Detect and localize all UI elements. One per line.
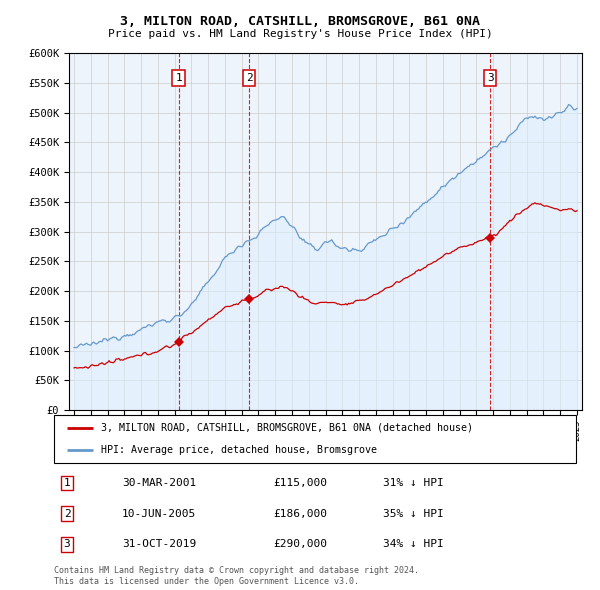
Text: Contains HM Land Registry data © Crown copyright and database right 2024.: Contains HM Land Registry data © Crown c… [54, 566, 419, 575]
Text: 1: 1 [64, 478, 70, 488]
Text: 31-OCT-2019: 31-OCT-2019 [122, 539, 196, 549]
Text: 31% ↓ HPI: 31% ↓ HPI [383, 478, 443, 488]
Text: 3, MILTON ROAD, CATSHILL, BROMSGROVE, B61 0NA (detached house): 3, MILTON ROAD, CATSHILL, BROMSGROVE, B6… [101, 423, 473, 433]
Text: HPI: Average price, detached house, Bromsgrove: HPI: Average price, detached house, Brom… [101, 445, 377, 455]
FancyBboxPatch shape [54, 415, 576, 463]
Text: 3: 3 [64, 539, 70, 549]
Text: £115,000: £115,000 [273, 478, 327, 488]
Text: 10-JUN-2005: 10-JUN-2005 [122, 509, 196, 519]
Text: 1: 1 [175, 73, 182, 83]
Text: 2: 2 [245, 73, 253, 83]
Text: This data is licensed under the Open Government Licence v3.0.: This data is licensed under the Open Gov… [54, 577, 359, 586]
Text: 3: 3 [487, 73, 494, 83]
Text: 30-MAR-2001: 30-MAR-2001 [122, 478, 196, 488]
Text: 3, MILTON ROAD, CATSHILL, BROMSGROVE, B61 0NA: 3, MILTON ROAD, CATSHILL, BROMSGROVE, B6… [120, 15, 480, 28]
Text: £186,000: £186,000 [273, 509, 327, 519]
Text: 2: 2 [64, 509, 70, 519]
Text: Price paid vs. HM Land Registry's House Price Index (HPI): Price paid vs. HM Land Registry's House … [107, 29, 493, 39]
Text: 35% ↓ HPI: 35% ↓ HPI [383, 509, 443, 519]
Text: 34% ↓ HPI: 34% ↓ HPI [383, 539, 443, 549]
Text: £290,000: £290,000 [273, 539, 327, 549]
